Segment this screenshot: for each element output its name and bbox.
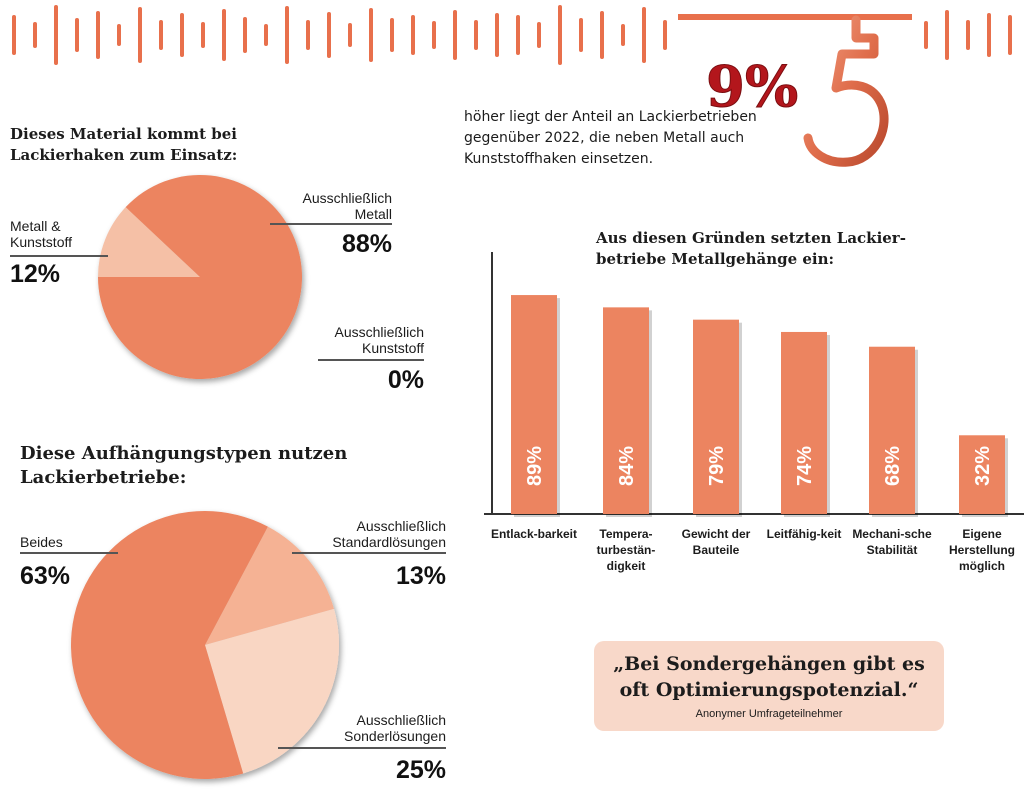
tick-mark	[12, 15, 16, 55]
bar-category-label: Tempera-turbestän-digkeit	[596, 527, 656, 573]
bar-title: Aus diesen Gründen setzten Lackier-betri…	[596, 229, 906, 268]
pie2-label-beides: Beides	[20, 534, 63, 550]
pie1-value-metall-kunststoff: 12%	[10, 260, 61, 288]
tick-mark	[495, 13, 499, 57]
tick-mark	[987, 13, 991, 57]
pie2-value-beides: 63%	[20, 562, 71, 590]
tick-mark	[621, 24, 625, 46]
tick-mark	[558, 5, 562, 65]
headline-text: höher liegt der Anteil an Lackierbetrieb…	[464, 109, 757, 167]
bar-category-label: Mechani-sche Stabilität	[852, 527, 932, 557]
pie2-label-standard: Ausschließlich Standardlösungen	[332, 518, 446, 550]
tick-mark	[201, 22, 205, 48]
quote-text: „Bei Sondergehängen gibt es oft Optimier…	[613, 653, 925, 701]
tick-mark	[474, 20, 478, 50]
bar-category-label: Leitfähig-keit	[766, 527, 842, 541]
tick-mark	[348, 23, 352, 47]
tick-mark	[642, 7, 646, 63]
pie2-value-standard: 13%	[395, 562, 446, 590]
tick-mark	[138, 7, 142, 63]
tick-mark	[516, 15, 520, 55]
pie2-title: Diese Aufhängungstypen nutzen Lackierbet…	[20, 443, 348, 488]
headline-value: 9%	[706, 54, 798, 120]
bar-category-label: Gewicht der Bauteile	[681, 527, 751, 557]
tick-mark	[663, 20, 667, 50]
tick-mark	[180, 13, 184, 57]
tick-mark	[222, 9, 226, 61]
headline-graphic: 9%	[678, 14, 912, 167]
pie1-label-metall: Ausschließlich Metall	[302, 190, 392, 222]
tick-mark	[945, 10, 949, 60]
quote-source: Anonymer Umfrageteilnehmer	[695, 708, 843, 720]
tick-mark	[264, 24, 268, 46]
pie1-value-kunststoff: 0%	[387, 366, 424, 394]
tick-mark	[306, 20, 310, 50]
tick-mark	[453, 10, 457, 60]
tick-mark	[369, 8, 373, 62]
quote-box: „Bei Sondergehängen gibt es oft Optimier…	[594, 641, 944, 731]
tick-mark	[96, 11, 100, 59]
tick-mark	[33, 22, 37, 48]
tick-mark	[537, 22, 541, 48]
tick-mark	[1008, 15, 1012, 55]
tick-mark	[579, 18, 583, 52]
bar-category-label: Entlack-barkeit	[490, 527, 578, 541]
pie2-value-sonder: 25%	[395, 756, 446, 784]
pie1-title: Dieses Material kommt bei Lackierhaken z…	[10, 125, 238, 164]
pie1-label-kunststoff: Ausschließlich Kunststoff	[334, 324, 424, 356]
tick-mark	[411, 15, 415, 55]
pie1-label-metall-kunststoff: Metall & Kunststoff	[10, 218, 73, 250]
tick-mark	[924, 21, 928, 49]
tick-mark	[159, 20, 163, 50]
bar-category-label: Eigene Herstellung möglich	[948, 527, 1015, 573]
hook-icon	[803, 15, 889, 167]
tick-mark	[966, 20, 970, 50]
tick-mark	[600, 11, 604, 59]
tick-mark	[285, 6, 289, 64]
pie1-value-metall: 88%	[341, 230, 392, 258]
tick-mark	[390, 18, 394, 52]
tick-mark	[117, 24, 121, 46]
tick-mark	[54, 5, 58, 65]
pie2-label-sonder: Ausschließlich Sonderlösungen	[344, 712, 446, 744]
tick-mark	[327, 12, 331, 58]
tick-mark	[75, 18, 79, 52]
tick-mark	[432, 21, 436, 49]
tick-mark	[243, 17, 247, 53]
